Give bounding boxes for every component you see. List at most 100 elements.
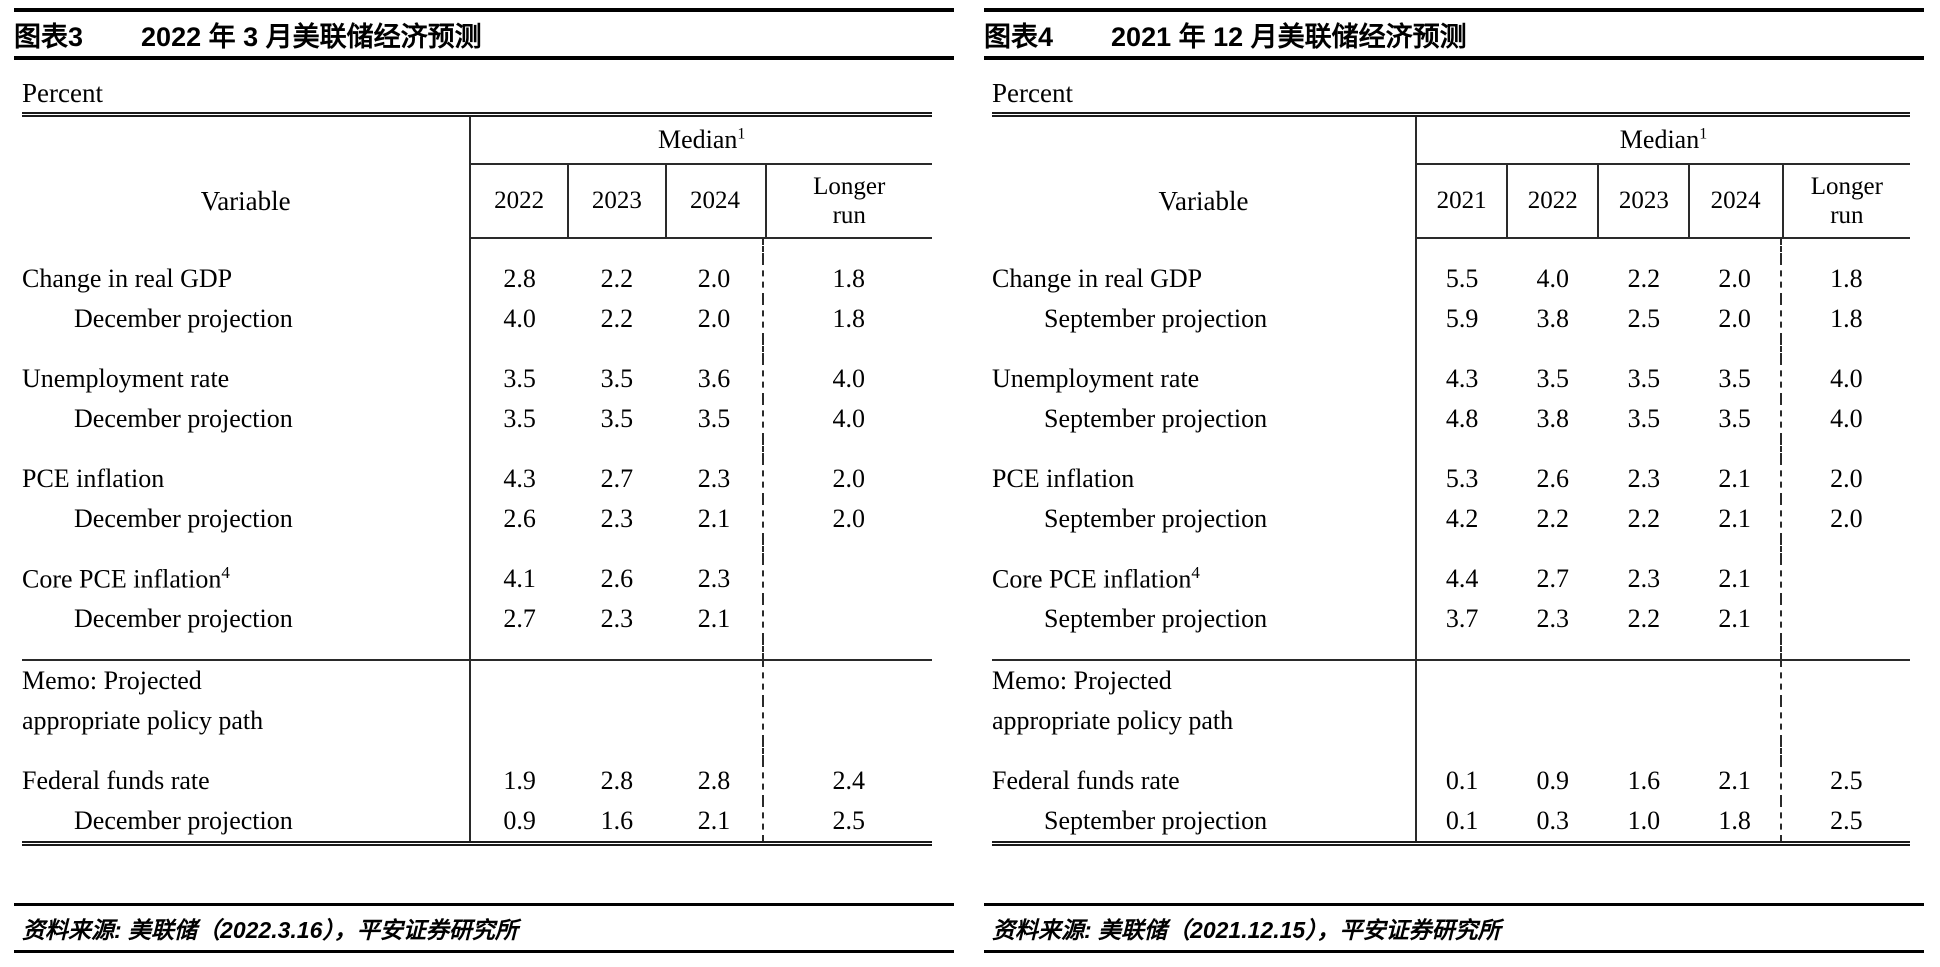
cell-value-longer-run: 1.8	[1830, 264, 1863, 293]
spacer-cell	[666, 741, 764, 761]
spacer-cell	[1598, 639, 1690, 661]
spacer-cell	[1689, 339, 1780, 359]
spacer-cell	[1779, 339, 1783, 359]
spacer-cell	[1779, 238, 1783, 259]
memo-label-line1: Memo: Projected	[22, 666, 202, 695]
cell-value: 2.8	[600, 766, 634, 795]
spacer-cell	[469, 439, 568, 459]
memo-blank-cell	[1783, 701, 1910, 741]
memo-blank-cell	[766, 701, 932, 741]
table-row: September projection 5.9 3.8 2.5 2.0 1.8	[992, 299, 1910, 339]
table-row: Change in real GDP 2.8 2.2 2.0 1.8	[22, 259, 932, 299]
spacer-cell	[1598, 539, 1689, 559]
table-row: December projection 2.7 2.3 2.1	[22, 599, 932, 639]
row-label: PCE inflation	[22, 464, 165, 493]
cell-value: 2.1	[1718, 564, 1751, 593]
spacer-cell	[1415, 741, 1508, 761]
table-row: December projection 0.9 1.6 2.1 2.5	[22, 801, 932, 846]
cell-value: 2.1	[1718, 504, 1751, 533]
cell-value: 2.3	[1536, 604, 1570, 633]
cell-value: 3.5	[1627, 364, 1661, 393]
spacer-cell	[1689, 439, 1780, 459]
cell-value-longer-run: 2.0	[1830, 504, 1863, 533]
spacer-cell	[1783, 439, 1910, 459]
spacer-cell	[992, 741, 1416, 761]
dashed-divider	[762, 359, 766, 399]
dashed-divider	[1779, 259, 1783, 299]
dashed-divider	[1779, 701, 1783, 741]
spacer-cell	[992, 339, 1416, 359]
spacer-row	[22, 539, 932, 559]
spacer-cell	[992, 238, 1416, 259]
cell-value: 2.6	[469, 499, 568, 539]
row-label: Change in real GDP	[992, 264, 1203, 293]
dashed-divider	[1779, 801, 1783, 846]
cell-value: 2.0	[697, 264, 731, 293]
spacer-cell	[1415, 238, 1508, 259]
cell-value: 3.5	[600, 404, 634, 433]
spacer-cell	[469, 741, 568, 761]
cell-value-longer-run	[766, 599, 932, 639]
spacer-cell	[765, 639, 932, 661]
cell-value: 4.3	[469, 459, 568, 499]
table-row: Unemployment rate 3.5 3.5 3.6 4.0	[22, 359, 932, 399]
row-label: Unemployment rate	[22, 364, 230, 393]
cell-value: 2.8	[469, 259, 568, 299]
cell-value: 0.9	[1536, 766, 1570, 795]
spacer-cell	[762, 639, 766, 661]
cell-value: 5.9	[1415, 299, 1508, 339]
year-column-header-2024: 2024	[664, 163, 764, 239]
dashed-divider	[1779, 399, 1783, 439]
row-label: September projection	[1044, 504, 1268, 533]
memo-blank-cell	[1415, 701, 1508, 741]
table-row: September projection 3.7 2.3 2.2 2.1	[992, 599, 1910, 639]
row-label: September projection	[1044, 604, 1268, 633]
cell-value: 0.1	[1415, 761, 1508, 801]
units-label: Percent	[992, 78, 1073, 108]
cell-value: 3.7	[1415, 599, 1508, 639]
year-column-header-2021: 2021	[1415, 163, 1508, 239]
cell-value: 4.4	[1415, 559, 1508, 599]
fed-projections-table: Median1 Variable 2022 2023 2024 Longer r…	[22, 112, 932, 846]
cell-value: 2.1	[697, 504, 731, 533]
units-label: Percent	[22, 78, 103, 108]
spacer-cell	[762, 339, 766, 359]
cell-value-longer-run: 4.0	[1830, 364, 1863, 393]
cell-value-longer-run: 4.0	[1830, 404, 1863, 433]
spacer-cell	[766, 339, 932, 359]
table-row: Change in real GDP 5.5 4.0 2.2 2.0 1.8	[992, 259, 1910, 299]
row-label: Change in real GDP	[22, 264, 233, 293]
cell-value: 3.5	[1718, 364, 1751, 393]
cell-value: 4.2	[1415, 499, 1508, 539]
spacer-cell	[1598, 439, 1689, 459]
cell-value: 3.8	[1536, 404, 1570, 433]
spacer-cell	[1779, 741, 1783, 761]
cell-value: 1.6	[1627, 766, 1661, 795]
cell-value: 3.5	[469, 359, 568, 399]
cell-value-longer-run: 2.0	[832, 504, 866, 533]
memo-label-line2: appropriate policy path	[992, 706, 1234, 735]
cell-value-longer-run: 1.8	[1830, 304, 1863, 333]
cell-value: 2.3	[697, 464, 731, 493]
year-column-header-2023: 2023	[1597, 163, 1690, 239]
row-label: December projection	[74, 604, 293, 633]
spacer-row	[22, 238, 932, 259]
cell-value: 0.1	[1415, 801, 1508, 846]
cell-value: 2.8	[697, 766, 731, 795]
spacer-cell	[469, 639, 568, 661]
header-blank-cell	[992, 112, 1417, 164]
table-row: Federal funds rate 0.1 0.9 1.6 2.1 2.5	[992, 761, 1910, 801]
median-group-header: Median1	[469, 112, 932, 164]
spacer-cell	[469, 539, 568, 559]
cell-value: 2.6	[1536, 464, 1570, 493]
cell-value: 4.0	[1536, 264, 1570, 293]
dashed-divider	[1779, 599, 1783, 639]
spacer-cell	[1507, 741, 1598, 761]
memo-label-line2: appropriate policy path	[22, 706, 264, 735]
table-row: PCE inflation 5.3 2.6 2.3 2.1 2.0	[992, 459, 1910, 499]
spacer-cell	[1783, 238, 1910, 259]
spacer-cell	[1689, 238, 1780, 259]
header-blank-cell	[22, 112, 471, 164]
cell-value-longer-run	[1783, 559, 1910, 599]
spacer-cell	[666, 238, 764, 259]
